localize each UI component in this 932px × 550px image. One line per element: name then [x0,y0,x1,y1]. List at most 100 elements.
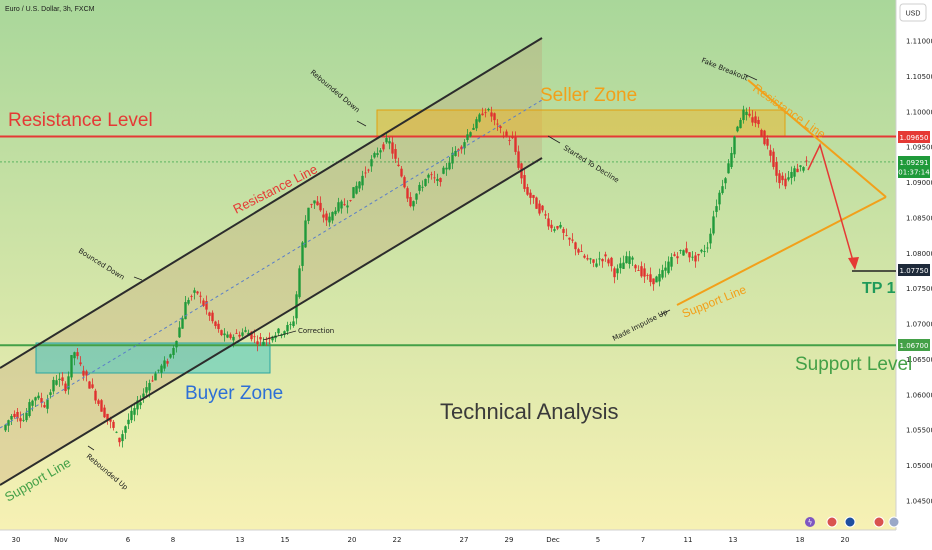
candle-body [301,242,304,266]
candle-body [448,162,451,170]
candle-body [355,185,358,194]
event-flag-eu-icon[interactable] [844,516,856,528]
time-axis-panel [0,530,896,550]
candle-body [754,116,757,124]
candle-body [631,257,634,260]
candle-body [298,268,301,298]
channel-upper-line[interactable] [0,37,543,369]
candle-body [589,258,592,260]
candle-body [802,167,805,171]
candle-body [532,195,535,198]
candle-body [169,354,172,358]
x-tick-label: Nov [54,536,68,544]
triangle-upper-line[interactable] [747,79,887,198]
candle-body [688,252,691,258]
candle-body [682,250,685,256]
candle-body [364,172,367,174]
candle-body [148,382,151,391]
candle-body [787,177,790,180]
candle-body [178,327,181,338]
candle-body [649,274,652,283]
seller-zone-label: Seller Zone [540,85,637,106]
price-axis-ticks: 1.11000 1.10500 1.10000 1.09500 1.09000 1.085… [906,38,932,506]
candle-body [154,373,157,381]
candle-body [586,258,589,260]
candle-body [466,134,469,141]
candle-body [187,299,190,304]
candle-body [427,174,430,178]
event-flag-us-2-icon[interactable] [873,516,885,528]
candle-body [214,321,217,327]
candle-body [673,254,676,256]
support-price-tag [898,339,930,351]
candle-body [565,235,568,236]
candle-body [151,380,154,382]
candle-body [115,431,118,433]
y-tick-label: 1.11000 [906,38,932,46]
candle-body [406,188,409,199]
candle-body [661,270,664,278]
channel-lower-line[interactable] [0,157,543,486]
candle-body [70,355,73,378]
candle-body [367,169,370,171]
plot-background [0,0,896,530]
candle-body [505,131,508,137]
y-tick-label: 1.05500 [906,427,932,435]
candle-body [4,424,7,431]
candle-body [679,250,682,251]
triangle-lower-line[interactable] [676,196,887,306]
candle-body [250,331,253,340]
candle-body [82,370,85,376]
candle-body [286,325,289,332]
candle-body [484,112,487,114]
candle-body [130,410,133,421]
y-tick-label: 1.07000 [906,321,932,329]
candle-body [112,421,115,428]
candle-body [544,214,547,216]
y-tick-label: 1.07500 [906,285,932,293]
candle-body [535,197,538,209]
candle-body [514,137,517,152]
event-flag-us-icon[interactable] [826,516,838,528]
candle-body [139,402,142,406]
candle-body [190,296,193,297]
current-price-label: 1.09291 [900,159,929,167]
candle-body [400,168,403,177]
y-tick-label: 1.09500 [906,144,932,152]
candle-body [439,178,442,183]
x-tick-label: 27 [460,536,469,544]
event-flag-partial-icon[interactable] [888,516,900,528]
candle-body [319,202,322,211]
candle-body [103,407,106,418]
candle-body [646,275,649,276]
candle-body [634,265,637,269]
candle-body [523,175,526,189]
candle-body [325,213,328,221]
y-tick-label: 1.08000 [906,250,932,258]
candle-body [52,379,55,392]
currency-button[interactable] [899,3,927,22]
candle-body [469,132,472,137]
candle-body [37,395,40,399]
candle-body [742,109,745,121]
candle-body [769,150,772,156]
candle-body [13,413,16,418]
currency-button-label[interactable]: USD [906,11,921,18]
candle-body [556,226,559,229]
candle-body [79,362,82,365]
bounced-down-arrow [133,276,143,281]
candle-body [667,261,670,274]
candle-body [31,400,34,406]
candle-body [619,263,622,269]
candle-body [223,333,226,336]
candle-body [196,291,199,294]
event-lightning-icon[interactable] [805,517,815,527]
candle-body [451,152,454,164]
y-tick-label: 1.09000 [906,179,932,187]
x-tick-label: 7 [641,536,645,544]
candle-body [142,393,145,398]
candle-body [421,186,424,188]
candle-body [493,113,496,121]
candle-body [454,150,457,156]
